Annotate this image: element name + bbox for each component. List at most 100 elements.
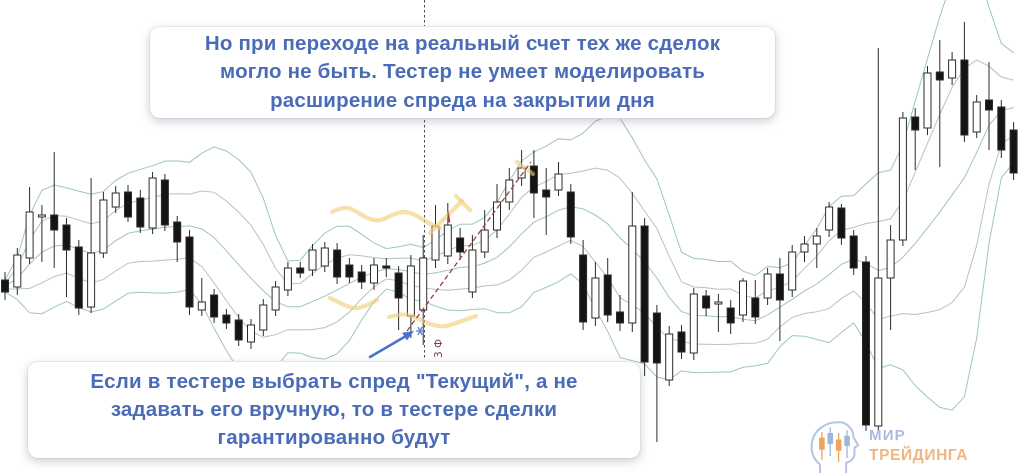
candle-down xyxy=(160,179,169,226)
candle-down xyxy=(849,235,858,269)
candle-up xyxy=(665,333,674,381)
bottom-note-box: Если в тестере выбрать спред "Текущий", … xyxy=(28,362,640,458)
candle-down xyxy=(173,221,182,243)
candle-down xyxy=(222,314,231,324)
candle-down xyxy=(775,273,784,301)
candle-up xyxy=(419,257,428,311)
candle-down xyxy=(50,214,59,231)
candle-down xyxy=(333,249,342,278)
head-profile-with-candlesticks-icon xyxy=(810,421,860,473)
candle-up xyxy=(923,72,932,129)
top-note-line-1: Но при переходе на реальный счет тех же … xyxy=(204,32,721,56)
candle-down xyxy=(394,272,403,299)
candle-up xyxy=(898,117,907,241)
candle-down xyxy=(210,294,219,318)
inner-envelope-lower xyxy=(5,134,1014,346)
candle-down xyxy=(62,224,71,251)
candle-down xyxy=(124,191,132,218)
candle-down xyxy=(837,207,846,239)
candle-down xyxy=(640,225,649,363)
bollinger-band-lower xyxy=(4,162,1014,411)
candle-down xyxy=(997,106,1006,151)
candle-up xyxy=(148,177,157,229)
candle-down xyxy=(985,99,993,111)
highlight-squiggle xyxy=(453,193,473,213)
candle-up xyxy=(271,286,280,311)
bottom-note-line-3: гарантированно будут xyxy=(217,426,451,450)
candle-up xyxy=(259,304,268,331)
candle-up xyxy=(308,249,317,271)
date-label: 3 Ф xyxy=(433,339,445,358)
moving-average-middle xyxy=(4,107,1014,322)
candle-down xyxy=(296,267,305,274)
candle-down xyxy=(542,189,551,198)
candle-up xyxy=(111,192,120,208)
candle-down xyxy=(960,59,969,136)
bottom-note-line-1: Если в тестере выбрать спред "Текущий", … xyxy=(90,369,578,393)
candle-down xyxy=(935,71,944,81)
candle-up xyxy=(493,201,501,231)
top-note-box: Но при переходе на реальный счет тех же … xyxy=(150,27,775,118)
candle-up xyxy=(197,301,206,311)
candle-down xyxy=(566,191,575,238)
candle-up xyxy=(689,293,698,354)
candle-up xyxy=(25,211,34,259)
candle-down xyxy=(529,165,538,194)
top-note-line-3: расширение спреда на закрытии дня xyxy=(270,88,655,112)
candle-down xyxy=(74,246,83,309)
candle-up xyxy=(591,277,600,319)
trend-marker xyxy=(447,210,451,223)
candle-down xyxy=(677,331,686,353)
top-note-line-2: могло не быть. Тестер не умеет моделиров… xyxy=(219,60,706,84)
candle-up xyxy=(788,251,797,291)
candle-up xyxy=(812,235,821,245)
candle-up xyxy=(948,59,957,79)
candle-down xyxy=(616,311,624,324)
candle-up xyxy=(800,243,809,253)
candle-up xyxy=(554,173,563,191)
candle-up xyxy=(370,264,378,284)
candle-down xyxy=(382,265,391,269)
candle-up xyxy=(37,214,46,218)
bottom-note-line-2: задавать его вручную, то в тестере сделк… xyxy=(110,397,558,421)
candle-down xyxy=(911,116,920,131)
candle-down xyxy=(726,307,735,324)
annotation-arrow-head xyxy=(402,331,414,341)
candle-down xyxy=(751,297,760,318)
candle-down xyxy=(357,271,366,283)
candle-up xyxy=(886,239,895,279)
annotation-arrow-shaft xyxy=(368,334,408,359)
logo: МИР ТРЕЙДИНГА xyxy=(806,419,968,473)
candle-down xyxy=(702,295,711,309)
candle-down xyxy=(185,236,194,308)
candle-up xyxy=(99,199,108,254)
logo-title: МИР xyxy=(869,426,906,444)
candle-up xyxy=(468,249,477,293)
logo-text: МИР ТРЕЙДИНГА xyxy=(869,427,968,465)
candle-down xyxy=(345,264,354,278)
candle-down xyxy=(1,279,9,293)
highlight-squiggle xyxy=(329,205,443,231)
trend-dashed-line xyxy=(406,161,532,332)
candle-up xyxy=(247,324,255,343)
logo-subtitle: ТРЕЙДИНГА xyxy=(869,446,969,464)
candle-down xyxy=(1009,129,1018,174)
candle-up xyxy=(628,225,637,324)
candle-down xyxy=(456,237,465,253)
highlight-squiggle xyxy=(514,159,536,177)
candle-up xyxy=(739,280,747,316)
candle-down xyxy=(652,312,661,364)
candle-up xyxy=(13,254,22,288)
candle-down xyxy=(136,197,145,228)
candle-down xyxy=(579,254,588,323)
highlight-squiggle xyxy=(327,295,380,311)
candle-up xyxy=(825,206,834,231)
candle-up xyxy=(714,301,723,305)
candle-up xyxy=(480,229,489,253)
candle-down xyxy=(862,261,870,426)
candle-up xyxy=(87,252,96,308)
candle-down xyxy=(234,319,243,341)
